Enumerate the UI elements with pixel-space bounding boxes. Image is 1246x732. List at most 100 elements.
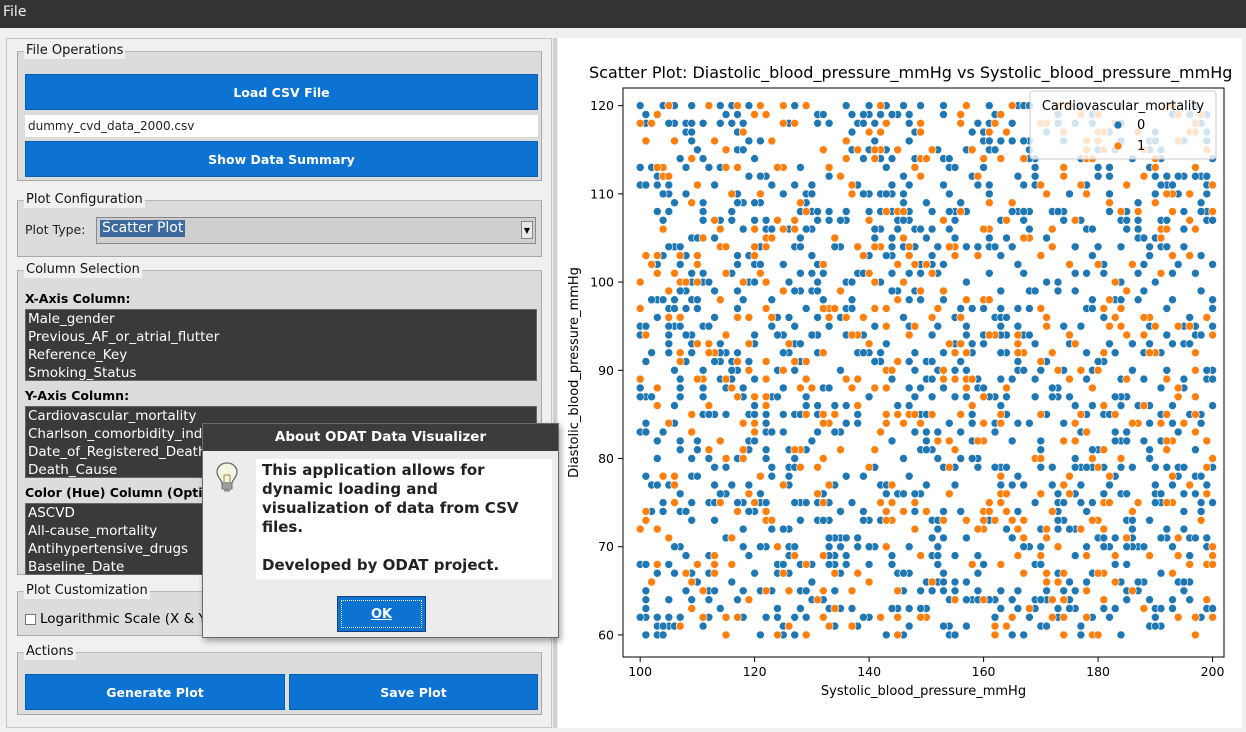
scatter-point-1 xyxy=(1002,383,1011,393)
scatter-point-0 xyxy=(641,357,651,366)
scatter-point-0 xyxy=(790,321,799,331)
scatter-point-0 xyxy=(1191,171,1200,181)
scatter-point-1 xyxy=(893,410,903,419)
scatter-point-1 xyxy=(841,374,851,384)
generate-plot-button[interactable]: Generate Plot xyxy=(25,674,285,710)
scatter-point-0 xyxy=(1133,198,1143,207)
list-item[interactable]: All-cause_mortality xyxy=(28,523,158,539)
scatter-point-0 xyxy=(927,330,937,340)
file-menu[interactable]: File xyxy=(3,4,27,20)
list-item[interactable]: Reference_Key xyxy=(28,347,128,363)
list-item[interactable]: Antihypertensive_drugs xyxy=(28,541,189,557)
scatter-point-1 xyxy=(841,154,851,163)
group-title: Column Selection xyxy=(24,262,142,278)
scatter-point-1 xyxy=(939,216,948,225)
scatter-point-0 xyxy=(767,471,777,481)
filename-field[interactable]: dummy_cvd_data_2000.csv xyxy=(25,115,538,137)
scatter-point-0 xyxy=(664,595,674,605)
scatter-point-0 xyxy=(807,269,817,278)
scatter-point-0 xyxy=(922,436,931,446)
scatter-point-0 xyxy=(756,489,765,499)
list-item[interactable]: Date_of_Registered_Death xyxy=(28,444,207,460)
scatter-point-0 xyxy=(750,410,759,419)
dialog-title[interactable]: About ODAT Data Visualizer xyxy=(203,424,558,451)
load-csv-button[interactable]: Load CSV File xyxy=(25,74,538,110)
scatter-point-0 xyxy=(1128,339,1137,349)
scatter-point-1 xyxy=(870,154,880,163)
scatter-point-0 xyxy=(904,383,914,393)
scatter-point-0 xyxy=(801,392,811,402)
scatter-point-1 xyxy=(847,330,857,340)
scatter-point-1 xyxy=(927,269,937,278)
scatter-point-0 xyxy=(933,524,943,534)
scatter-point-1 xyxy=(1047,242,1057,252)
scatter-point-1 xyxy=(1070,436,1080,446)
scatter-point-0 xyxy=(967,454,977,463)
scatter-point-0 xyxy=(864,542,874,552)
scatter-point-1 xyxy=(824,621,834,631)
scatter-point-0 xyxy=(1196,418,1206,428)
list-item[interactable]: Previous_AF_or_atrial_flutter xyxy=(28,329,220,345)
scatter-point-0 xyxy=(1196,330,1206,340)
scatter-point-0 xyxy=(1133,577,1143,587)
scatter-point-0 xyxy=(916,224,925,234)
list-item[interactable]: Death_Cause xyxy=(28,462,118,478)
scatter-point-1 xyxy=(1076,524,1086,534)
scatter-point-0 xyxy=(733,348,742,358)
ok-button[interactable]: OK xyxy=(337,596,426,632)
scatter-point-0 xyxy=(853,418,863,428)
pane-separator[interactable] xyxy=(553,38,557,728)
scatter-point-1 xyxy=(818,145,828,155)
scatter-point-1 xyxy=(1185,480,1195,490)
scatter-point-1 xyxy=(1196,515,1206,525)
save-plot-button[interactable]: Save Plot xyxy=(289,674,538,710)
scatter-point-0 xyxy=(939,577,948,587)
scatter-point-0 xyxy=(1025,418,1034,428)
list-item[interactable]: Smoking_Status xyxy=(28,365,137,381)
scatter-point-1 xyxy=(1065,489,1074,499)
scatter-point-0 xyxy=(1013,586,1023,596)
scatter-point-0 xyxy=(641,180,651,190)
scatter-point-1 xyxy=(956,339,966,349)
scatter-point-1 xyxy=(1093,260,1103,269)
scatter-point-0 xyxy=(1168,269,1177,278)
scatter-point-0 xyxy=(653,436,662,446)
list-item[interactable]: Baseline_Date xyxy=(28,559,125,575)
scatter-point-0 xyxy=(910,507,920,516)
scatter-point-0 xyxy=(1025,224,1034,234)
plot-type-select[interactable]: Scatter Plot ▼ xyxy=(96,217,536,244)
scatter-point-1 xyxy=(1105,295,1114,305)
scatter-point-0 xyxy=(790,101,799,110)
scatter-point-1 xyxy=(1088,383,1097,393)
scatter-point-1 xyxy=(796,462,805,472)
x-axis-listbox[interactable]: Male_gender Previous_AF_or_atrial_flutte… xyxy=(25,309,537,381)
scatter-point-1 xyxy=(927,410,937,419)
scatter-point-0 xyxy=(704,410,714,419)
list-item[interactable]: Cardiovascular_mortality xyxy=(28,408,197,424)
scatter-point-1 xyxy=(927,313,937,322)
scatter-point-0 xyxy=(1179,489,1189,499)
scatter-point-1 xyxy=(881,542,891,552)
scatter-point-1 xyxy=(1173,321,1183,331)
scatter-point-1 xyxy=(1173,533,1183,543)
scatter-point-0 xyxy=(881,630,891,640)
scatter-point-1 xyxy=(761,110,771,119)
scatter-point-0 xyxy=(939,533,948,543)
list-item[interactable]: Male_gender xyxy=(28,311,115,327)
list-item[interactable]: ASCVD xyxy=(28,505,75,521)
chevron-down-icon[interactable]: ▼ xyxy=(521,221,533,239)
scatter-point-1 xyxy=(756,101,765,110)
scatter-point-1 xyxy=(704,348,714,358)
scatter-point-1 xyxy=(733,357,742,366)
scatter-point-0 xyxy=(1007,374,1017,384)
show-data-summary-button[interactable]: Show Data Summary xyxy=(25,141,538,177)
scatter-point-0 xyxy=(1156,533,1166,543)
scatter-point-0 xyxy=(1208,321,1217,331)
list-item[interactable]: Charlson_comorbidity_index xyxy=(28,426,219,442)
log-scale-checkbox[interactable] xyxy=(25,614,36,625)
scatter-point-0 xyxy=(939,383,948,393)
scatter-point-1 xyxy=(950,374,960,384)
scatter-point-0 xyxy=(841,207,851,216)
scatter-point-0 xyxy=(1122,542,1132,552)
scatter-point-1 xyxy=(864,127,874,137)
